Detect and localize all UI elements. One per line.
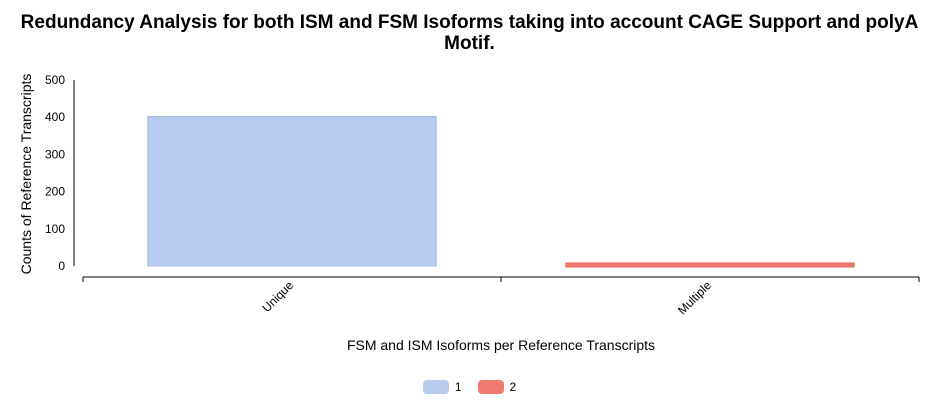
y-tick-label: 0 — [58, 259, 65, 273]
y-tick-label: 200 — [45, 185, 65, 199]
x-tick-label: Unique — [259, 278, 296, 315]
y-tick-label: 500 — [45, 73, 65, 87]
bars — [147, 115, 855, 268]
legend-swatch-1 — [422, 380, 449, 394]
legend-label-2: 2 — [509, 380, 517, 394]
bar-multiple-series-2[interactable] — [565, 262, 855, 268]
x-axis: Unique Multiple — [82, 276, 920, 317]
y-tick-label: 400 — [45, 110, 65, 124]
legend: 1 2 — [0, 380, 939, 394]
y-tick-label: 100 — [45, 222, 65, 236]
chart-title-line-2: Motif. — [444, 33, 495, 54]
legend-item-2[interactable]: 2 — [477, 380, 517, 394]
legend-label-1: 1 — [454, 380, 462, 394]
y-axis: 0 100 200 300 400 500 — [45, 73, 75, 273]
bar-unique-series-1[interactable] — [147, 115, 437, 267]
x-axis-label: FSM and ISM Isoforms per Reference Trans… — [347, 337, 655, 353]
legend-swatch-2 — [477, 380, 504, 394]
chart-title: Redundancy Analysis for both ISM and FSM… — [0, 12, 939, 54]
chart-title-line-1: Redundancy Analysis for both ISM and FSM… — [20, 12, 919, 33]
x-tick-label: Multiple — [675, 278, 714, 317]
legend-item-1[interactable]: 1 — [422, 380, 462, 394]
y-tick-label: 300 — [45, 147, 65, 161]
y-axis-label: Counts of Reference Transcripts — [18, 74, 34, 275]
